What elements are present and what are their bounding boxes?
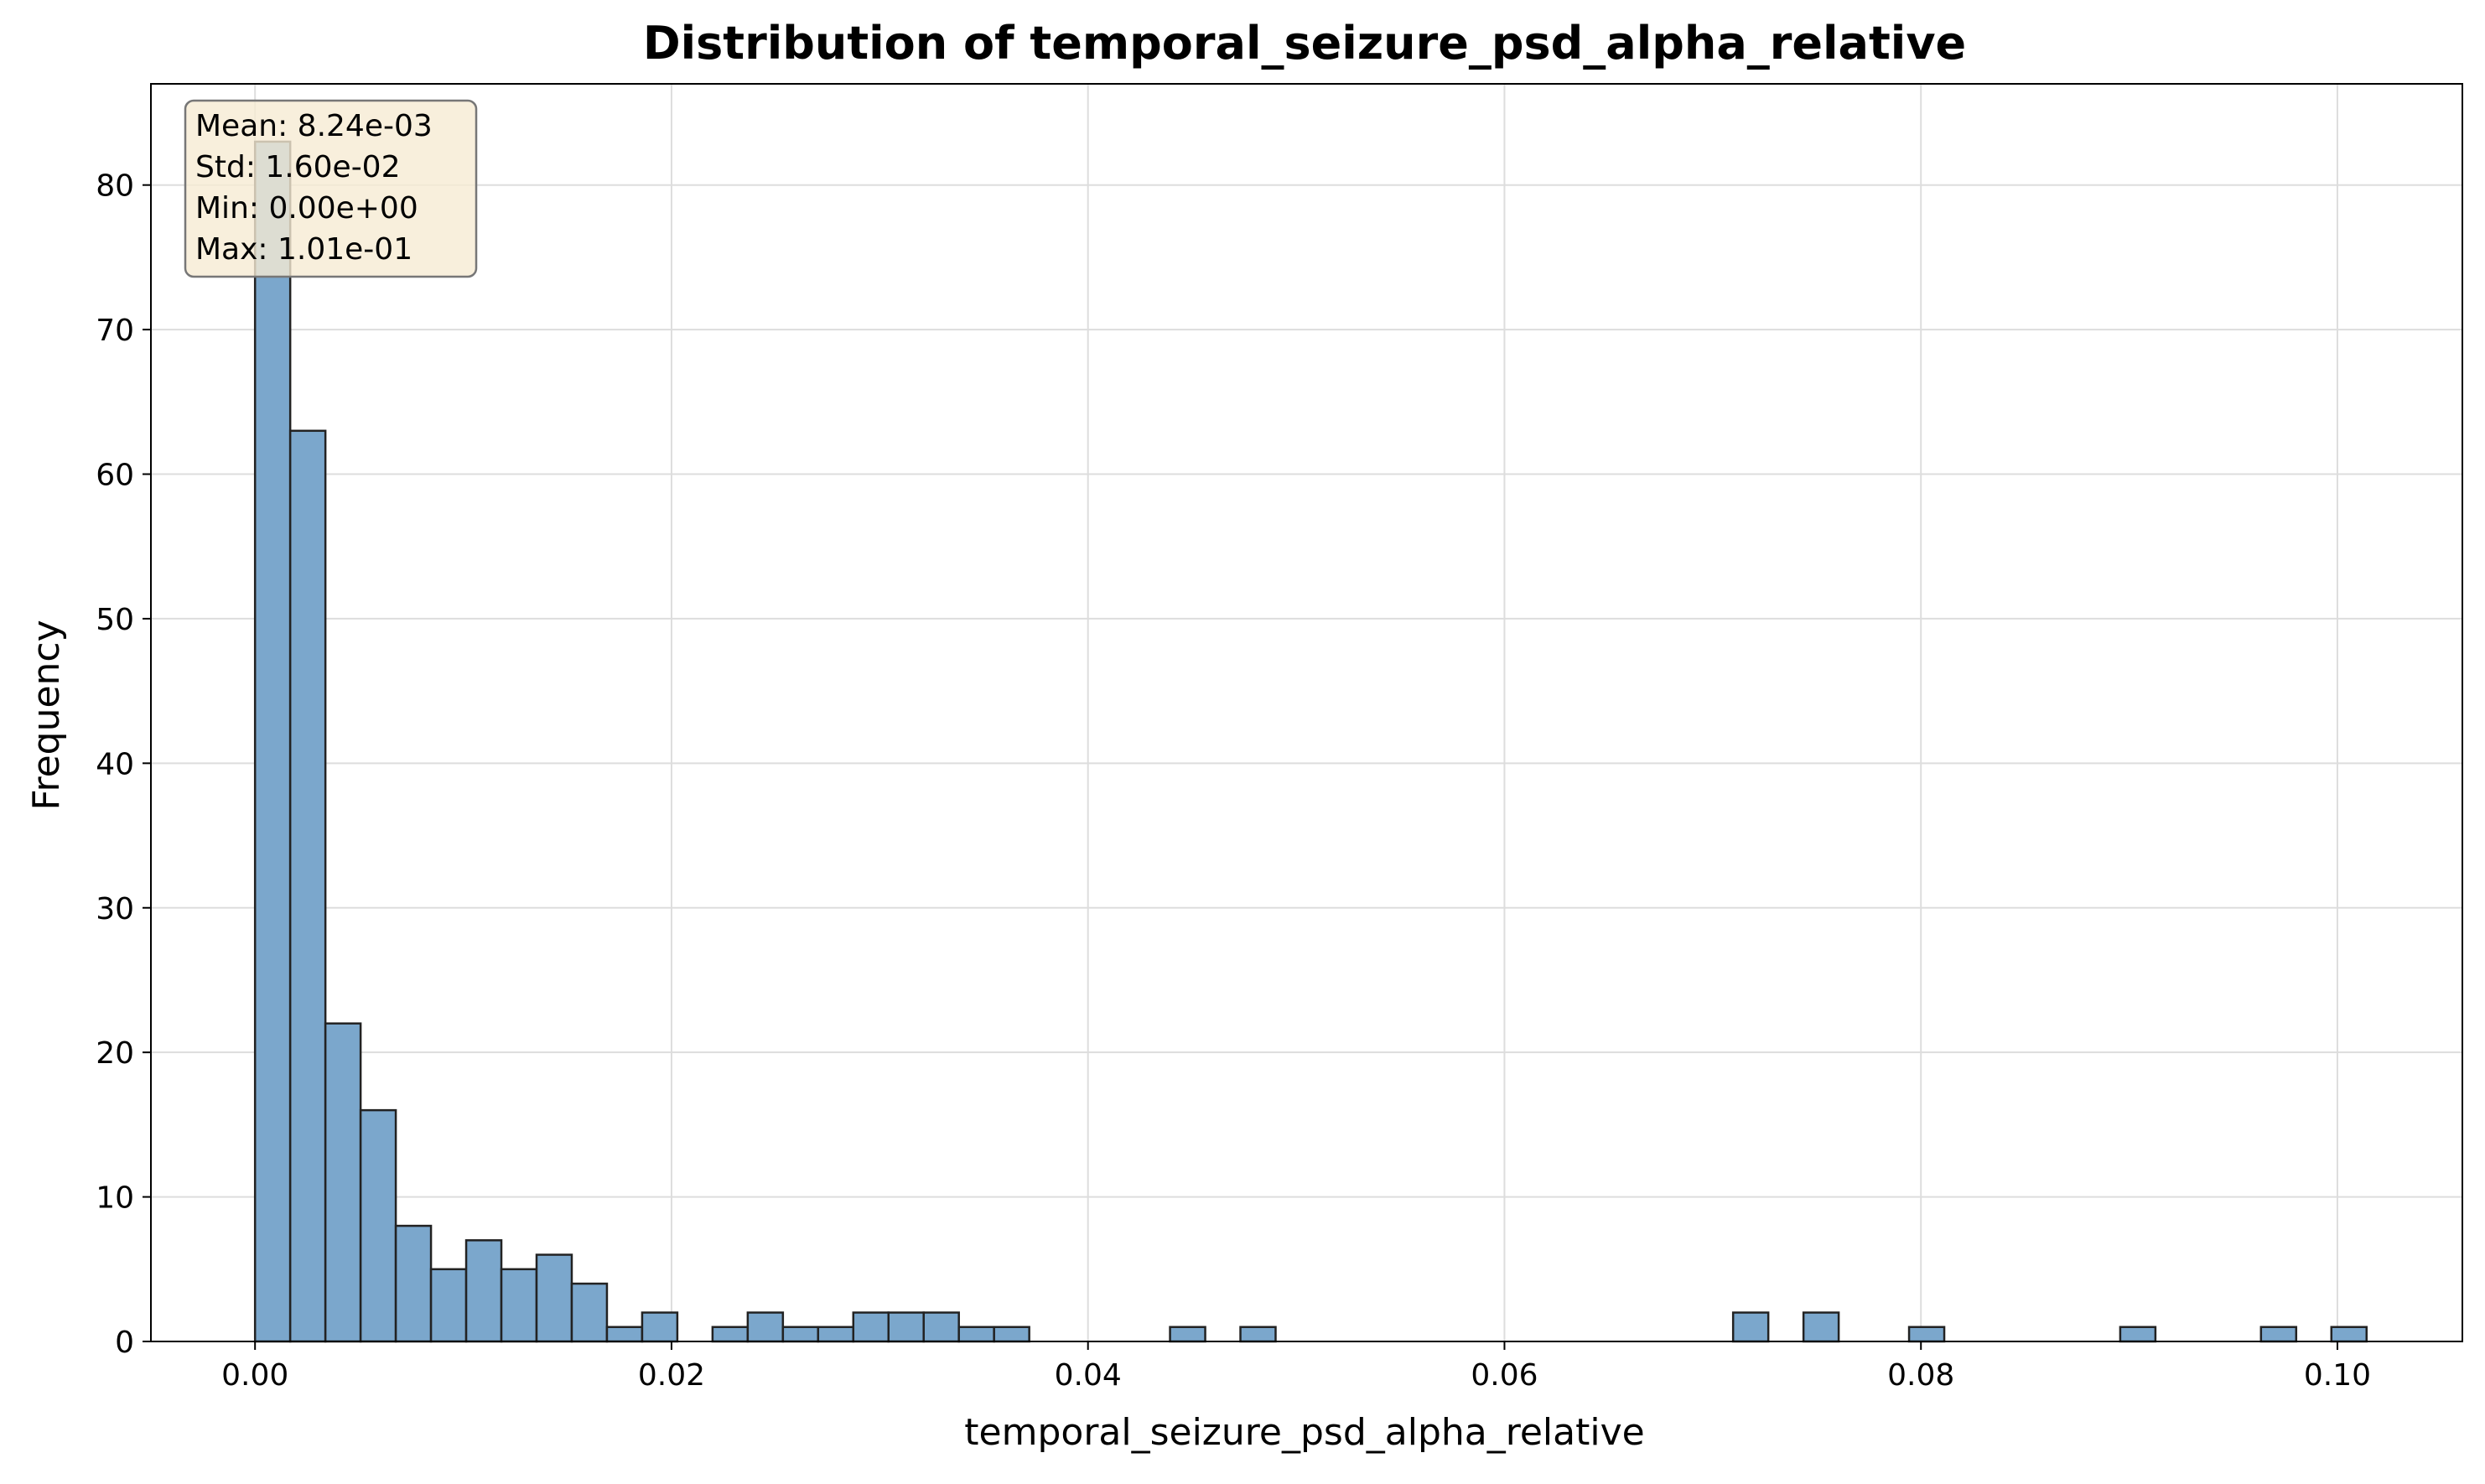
histogram-bar: [711, 1326, 750, 1343]
histogram-bar: [288, 429, 327, 1343]
grid-lines: [151, 84, 2462, 1342]
histogram-bar: [852, 1311, 890, 1343]
histogram-bar: [359, 1108, 397, 1343]
y-tick-label: 80: [96, 169, 134, 204]
x-tick-label: 0.06: [1471, 1358, 1538, 1393]
histogram-bar: [957, 1326, 995, 1343]
x-tick-label: 0.00: [221, 1358, 288, 1393]
y-tick-label: 10: [96, 1181, 134, 1216]
histogram-bar: [1239, 1326, 1277, 1343]
y-axis-label: Frequency: [25, 620, 68, 810]
histogram-bar: [570, 1282, 609, 1343]
x-axis-label: temporal_seizure_psd_alpha_relative: [964, 1411, 1644, 1454]
histogram-bar: [394, 1224, 433, 1343]
chart-title: Distribution of temporal_seizure_psd_alp…: [643, 17, 1966, 70]
y-tick-label: 30: [96, 892, 134, 926]
axis-ticks: 0.00 0.02 0.04 0.06 0.08 0.10 0 10 20 30 40 50 60 70 8…: [96, 169, 2371, 1393]
histogram-bar: [535, 1253, 573, 1343]
histogram-bar: [253, 140, 292, 1343]
stats-mean: Mean: 8.24e-03: [195, 109, 433, 143]
y-tick-label: 0: [115, 1326, 134, 1360]
histogram-bar: [324, 1022, 362, 1343]
y-tick-label: 70: [96, 314, 134, 348]
histogram-bar: [1169, 1326, 1206, 1343]
stats-std: Std: 1.60e-02: [195, 150, 401, 184]
histogram-bar: [817, 1326, 855, 1343]
x-tick-label: 0.04: [1055, 1358, 1122, 1393]
histogram-bar: [1802, 1311, 1840, 1343]
axes-frame: [150, 83, 2463, 1342]
histogram-bar: [922, 1311, 960, 1343]
x-tick-label: 0.10: [2304, 1358, 2371, 1393]
histogram-bars: [253, 140, 2368, 1343]
y-tick-label: 20: [96, 1036, 134, 1071]
histogram-bar: [641, 1311, 679, 1343]
stats-max: Max: 1.01e-01: [195, 232, 412, 267]
histogram-bar: [1731, 1311, 1770, 1343]
x-tick-label: 0.08: [1887, 1358, 1954, 1393]
y-tick-label: 40: [96, 747, 134, 781]
stats-box: Mean: 8.24e-03 Std: 1.60e-02 Min: 0.00e+…: [184, 99, 478, 278]
histogram-bar: [993, 1326, 1030, 1343]
histogram-bar: [429, 1268, 468, 1343]
x-tick-label: 0.02: [638, 1358, 705, 1393]
histogram-bar: [781, 1326, 820, 1343]
histogram-bar: [605, 1326, 644, 1343]
histogram-bar: [746, 1311, 785, 1343]
histogram-bar: [2259, 1326, 2298, 1343]
histogram-bar: [2330, 1326, 2368, 1343]
y-tick-label: 50: [96, 603, 134, 637]
stats-box-background: [184, 99, 478, 278]
histogram-bar: [1907, 1326, 1946, 1343]
histogram-bar: [887, 1311, 925, 1343]
y-tick-label: 60: [96, 459, 134, 493]
histogram-bar: [464, 1239, 503, 1343]
stats-min: Min: 0.00e+00: [195, 191, 418, 226]
histogram-bar: [2119, 1326, 2157, 1343]
histogram-bar: [500, 1268, 538, 1343]
